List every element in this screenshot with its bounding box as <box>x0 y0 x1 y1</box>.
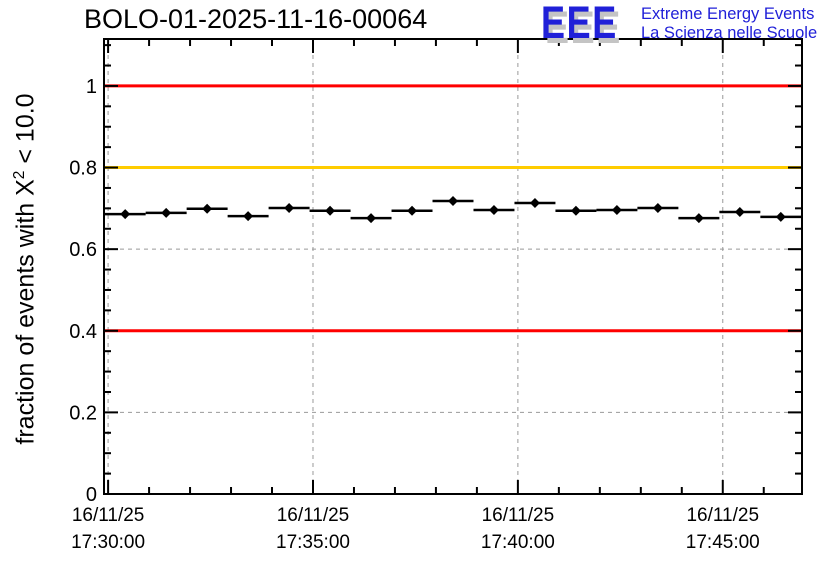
x-tick-label-date: 16/11/25 <box>72 505 145 526</box>
eee-logo: EEE EEE Extreme Energy Events La Scienza… <box>537 0 832 53</box>
y-tick-label: 0.4 <box>69 321 97 343</box>
x-tick-label-time: 17:40:00 <box>481 532 555 553</box>
data-point <box>243 211 254 222</box>
y-axis-title-suffix: < 10.0 <box>11 93 40 171</box>
plot-frame <box>103 38 803 495</box>
data-point <box>120 209 131 220</box>
eee-logo-shadow-text: EEE <box>545 2 622 53</box>
data-point <box>284 202 295 213</box>
data-point <box>366 213 377 224</box>
data-point <box>693 213 704 224</box>
x-tick-label-time: 17:45:00 <box>686 532 760 553</box>
eee-logo-acronym: EEE EEE <box>537 0 637 53</box>
x-tick-label-date: 16/11/25 <box>482 505 555 526</box>
data-point <box>570 205 581 216</box>
data-point <box>734 207 745 218</box>
chart-title: BOLO-01-2025-11-16-00064 <box>84 4 428 34</box>
eee-logo-caption-line2: La Scienza nelle Scuole <box>641 24 818 42</box>
x-tick-label-date: 16/11/25 <box>686 505 759 526</box>
data-point <box>611 204 622 215</box>
y-axis-title-exponent: 2 <box>11 170 28 180</box>
data-point <box>529 198 540 209</box>
x-tick-label-time: 17:30:00 <box>71 532 145 553</box>
y-axis-title: fraction of events with X2 < 10.0 <box>11 19 45 519</box>
data-point <box>407 205 418 216</box>
data-point <box>448 196 458 207</box>
eee-logo-main-text: EEE <box>541 0 618 48</box>
eee-logo-caption: Extreme Energy Events La Scienza nelle S… <box>641 5 817 43</box>
data-point <box>775 211 786 222</box>
y-tick-label: 0.6 <box>69 239 97 261</box>
y-tick-label: 0.8 <box>69 158 97 180</box>
x-tick-label-time: 17:35:00 <box>276 532 350 553</box>
y-axis-title-prefix: fraction of events with X <box>11 179 40 445</box>
data-point <box>325 205 336 216</box>
y-tick-label: 0.2 <box>69 402 97 424</box>
eee-logo-caption-line1: Extreme Energy Events <box>641 5 815 23</box>
x-tick-label-date: 16/11/25 <box>277 505 350 526</box>
y-tick-label: 0 <box>86 484 97 506</box>
data-point <box>488 204 499 215</box>
data-point <box>161 207 172 218</box>
data-point <box>202 203 213 214</box>
y-tick-label: 1 <box>86 76 97 98</box>
data-point <box>652 202 663 213</box>
